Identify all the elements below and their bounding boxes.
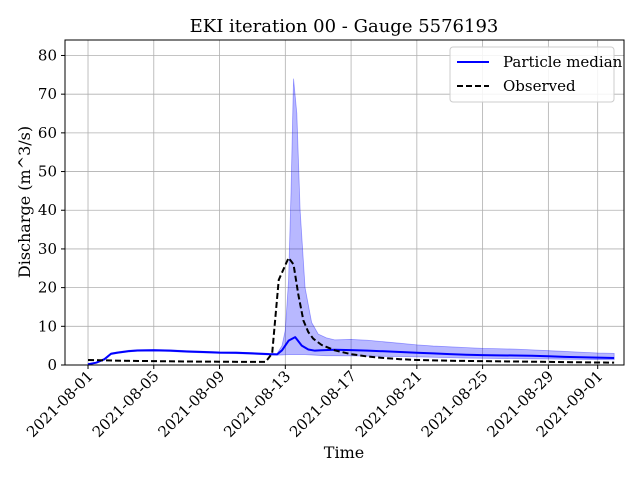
- y-axis-label: Discharge (m^3/s): [15, 126, 34, 278]
- y-tick-label-6: 60: [38, 124, 57, 142]
- series-line-observed: [87, 256, 615, 364]
- y-tick-label-1: 10: [38, 317, 57, 335]
- grid-layer: [65, 40, 624, 366]
- y-tick-label-5: 50: [38, 163, 57, 181]
- legend-frame: [449, 46, 615, 103]
- y-tick-label-7: 70: [38, 85, 57, 103]
- x-axis-label: Time: [324, 443, 364, 462]
- y-tick-label-3: 30: [38, 240, 57, 258]
- legend: Particle median Observed: [449, 46, 623, 103]
- series-layer: [87, 256, 615, 366]
- y-tick-label-0: 0: [47, 356, 57, 374]
- y-tick-label-8: 80: [38, 46, 57, 64]
- chart-title: EKI iteration 00 - Gauge 5576193: [190, 16, 499, 37]
- series-line-particle-median: [87, 336, 615, 366]
- legend-label-particle-median: Particle median: [503, 53, 623, 71]
- y-tick-label-4: 40: [38, 201, 57, 219]
- y-tick-label-2: 20: [38, 279, 57, 297]
- legend-label-observed: Observed: [503, 77, 576, 95]
- plot-frame: [64, 39, 625, 366]
